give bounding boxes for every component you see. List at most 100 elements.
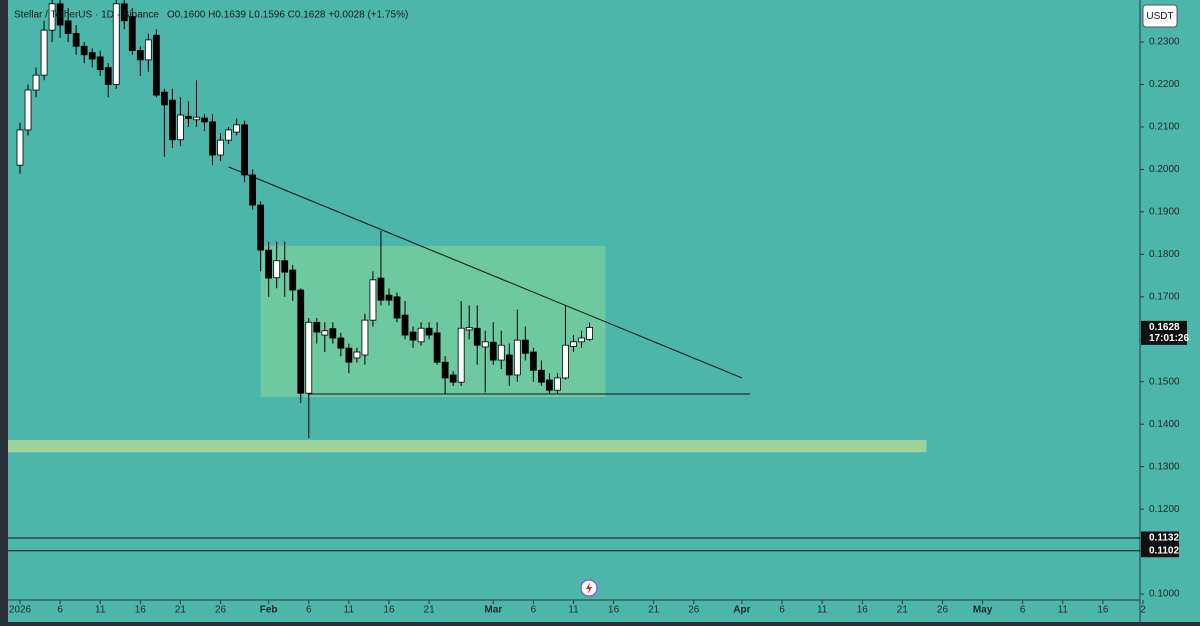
y-tick-label: 0.2000 (1149, 164, 1180, 175)
candle-body (177, 114, 184, 141)
candle-body (88, 52, 96, 60)
candle-body (409, 331, 417, 341)
candle-body (40, 29, 48, 76)
y-tick-label: 0.2100 (1149, 122, 1180, 133)
candle-body (24, 89, 32, 131)
candle-body (513, 339, 521, 376)
candle-body (56, 3, 64, 26)
candle-body (16, 129, 24, 166)
symbol-header: Stellar / TetherUS · 1D · Binance (14, 10, 159, 21)
candle-body (329, 328, 337, 339)
candle-body (578, 337, 585, 343)
x-tick-label: 11 (1058, 605, 1069, 616)
x-tick-label: 26 (688, 605, 700, 616)
candle-body (337, 337, 345, 349)
candle-body (586, 326, 593, 340)
candle-body (353, 351, 361, 359)
candle-body (120, 3, 128, 22)
candles (16, 0, 593, 439)
candle-body (473, 327, 481, 346)
candle-body (217, 139, 224, 156)
y-tick-label: 0.2300 (1149, 37, 1180, 48)
drawings (8, 166, 1140, 552)
candle-body (225, 129, 232, 141)
candle-body (417, 327, 425, 343)
x-tick-label: 21 (648, 605, 660, 616)
candle-body (570, 341, 577, 347)
candle-body (257, 204, 265, 251)
candle-body (481, 341, 489, 348)
bar-countdown: 17:01:26 (1149, 333, 1189, 344)
candle-body (433, 332, 441, 363)
candle-body (152, 34, 160, 96)
candle-body (449, 374, 457, 383)
candle-body (80, 45, 88, 56)
candle-body (313, 321, 321, 333)
y-tick-label: 0.1000 (1149, 589, 1180, 600)
candle-body (48, 3, 56, 31)
candle-body (537, 369, 545, 383)
x-tick-label: 6 (531, 605, 537, 616)
x-tick-label: 16 (383, 605, 395, 616)
candle-body (160, 91, 168, 106)
candle-body (241, 124, 249, 176)
candle-body (465, 326, 473, 331)
axes: 0.10000.11000.12000.13000.14000.15000.16… (9, 37, 1190, 616)
y-tick-label: 0.1900 (1149, 207, 1180, 218)
candle-body (377, 277, 385, 301)
candle-body (96, 56, 104, 71)
candle-body (265, 249, 273, 279)
candle-body (505, 354, 513, 376)
lightning-glyph (586, 582, 592, 594)
candle-body (457, 327, 465, 383)
x-tick-label: 11 (344, 605, 355, 616)
candle-body (112, 3, 120, 85)
zones (8, 245, 927, 453)
candle-body (369, 279, 377, 321)
candle-body (425, 327, 433, 336)
y-tick-label: 0.2200 (1149, 79, 1180, 90)
x-tick-label: 26 (937, 605, 949, 616)
candle-body (185, 115, 192, 119)
x-tick-label: 6 (779, 605, 785, 616)
y-tick-label: 0.1700 (1149, 291, 1180, 302)
x-tick-label: 21 (175, 605, 187, 616)
candle-body (289, 269, 297, 291)
candle-body (249, 174, 257, 206)
trendline (228, 166, 743, 379)
candle-body (497, 344, 505, 361)
candle-body (441, 361, 449, 379)
candle-body (401, 314, 409, 336)
candle-body (136, 50, 144, 61)
currency-box[interactable] (1142, 4, 1178, 28)
last-price-tag (1141, 320, 1187, 345)
x-tick-label: 2 (1140, 605, 1146, 616)
y-tick-label: 0.1400 (1149, 419, 1180, 430)
y-tick-label: 0.1500 (1149, 376, 1180, 387)
last-price-label: 0.1628 (1149, 322, 1180, 333)
candle-body (345, 347, 353, 363)
x-tick-label: Feb (260, 605, 278, 616)
candle-body (529, 351, 537, 371)
price-line-tag (1141, 531, 1179, 545)
price-line-label: 0.1102 (1149, 545, 1179, 556)
x-tick-label: 16 (1097, 605, 1109, 616)
x-tick-label: 21 (424, 605, 436, 616)
x-tick-label: 16 (135, 605, 147, 616)
price-line-tag (1141, 544, 1179, 558)
candle-body (144, 39, 152, 61)
x-tick-label: 11 (817, 605, 828, 616)
candle-body (233, 124, 240, 133)
x-tick-label: 11 (95, 605, 106, 616)
candle-body (321, 330, 329, 336)
candle-body (104, 67, 112, 85)
x-tick-label: 2026 (9, 605, 32, 616)
x-tick-label: May (973, 605, 993, 616)
range-box (260, 245, 606, 398)
x-tick-label: 6 (57, 605, 63, 616)
candle-body (554, 377, 561, 391)
candle-body (297, 289, 305, 394)
currency-label[interactable]: USDT (1146, 11, 1173, 22)
candle-body (128, 16, 136, 51)
